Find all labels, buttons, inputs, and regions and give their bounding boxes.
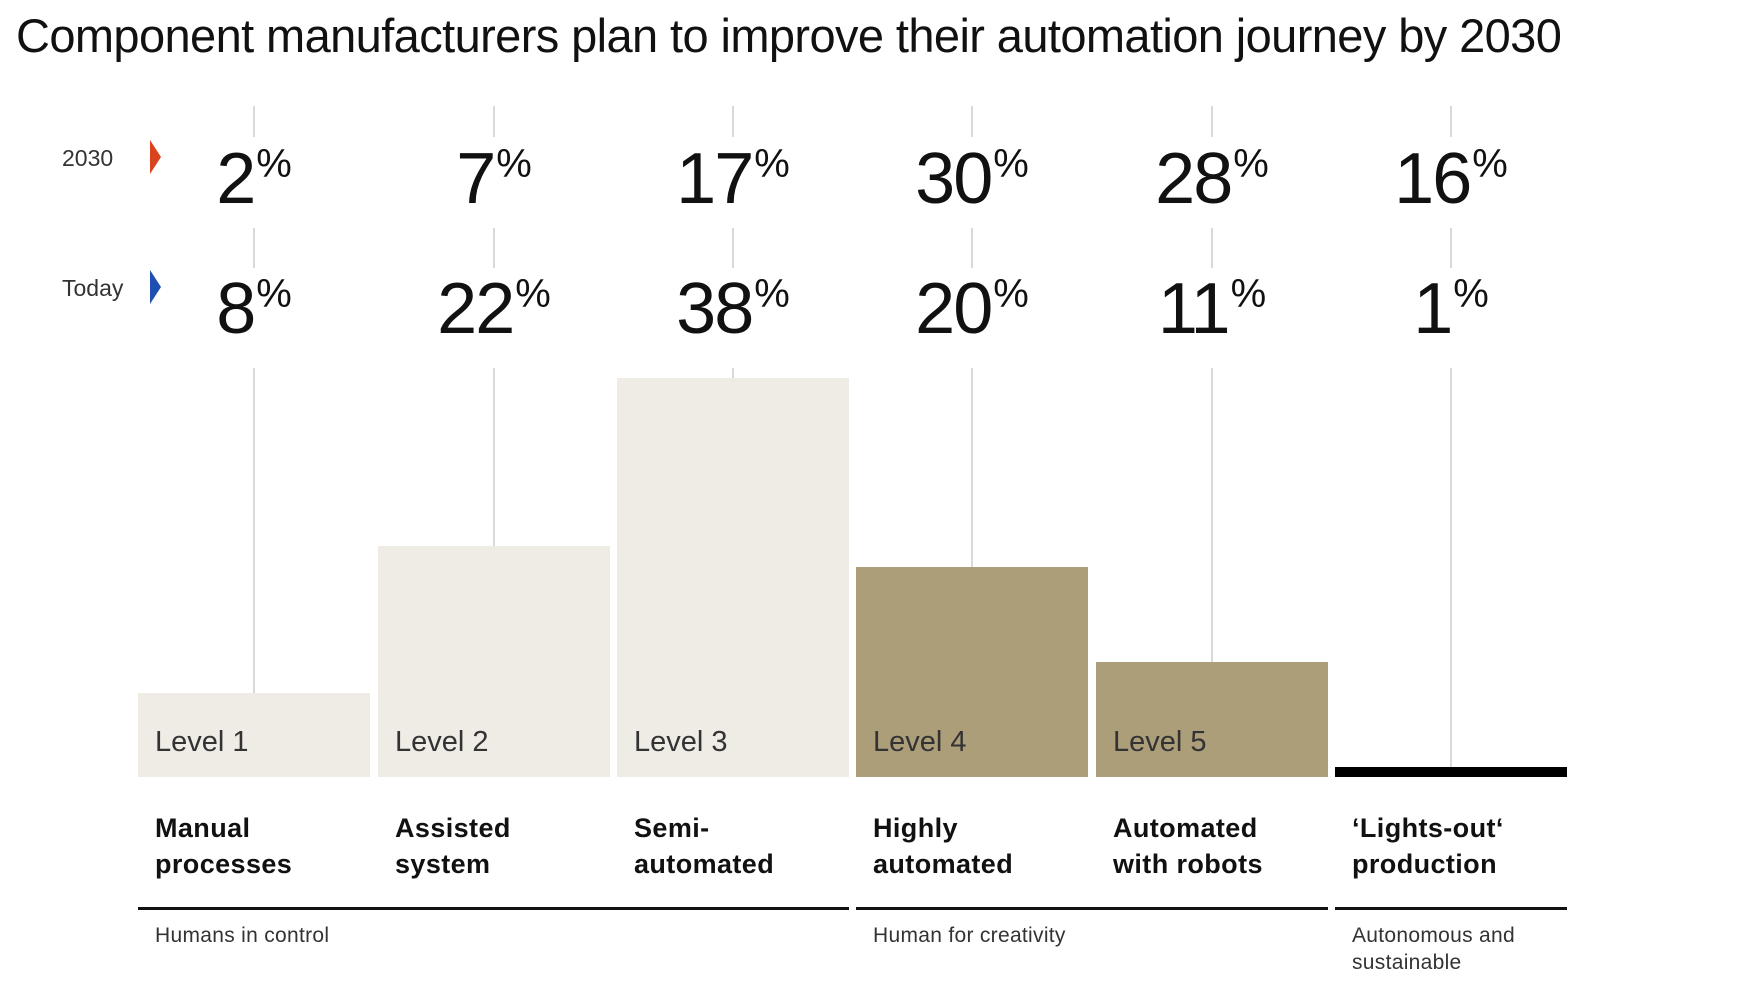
value-2030-number: 2 (216, 139, 256, 219)
connector-line (493, 228, 495, 268)
connector-line (1211, 228, 1213, 268)
percent-sign: % (754, 142, 790, 186)
connector-line (1450, 368, 1452, 767)
connector-line (1450, 106, 1452, 137)
connector-line (971, 228, 973, 268)
category-name: Semi- automated (634, 813, 775, 879)
value-2030-label: 28% (1092, 138, 1332, 220)
marker-2030-icon (150, 140, 161, 174)
percent-sign: % (256, 272, 292, 316)
value-2030-label: 16% (1331, 138, 1571, 220)
connector-line (971, 106, 973, 137)
category-name: Automated with robots (1113, 813, 1263, 879)
value-today-label: 11% (1092, 268, 1332, 350)
bar-level-6: Level 6 (1335, 726, 1567, 777)
connector-line (1450, 228, 1452, 268)
bar-level-label: Level 6 (1352, 726, 1446, 758)
percent-sign: % (256, 142, 292, 186)
value-2030-number: 16 (1394, 139, 1472, 219)
value-2030-number: 7 (456, 139, 496, 219)
connector-line (493, 106, 495, 137)
bar-level-label: Level 3 (634, 726, 728, 758)
connector-line (253, 368, 255, 693)
percent-sign: % (515, 272, 551, 316)
chart-title: Component manufacturers plan to improve … (16, 9, 1562, 62)
category-name: Manual processes (155, 813, 293, 879)
value-2030-number: 17 (676, 139, 754, 219)
value-today-number: 8 (216, 269, 256, 349)
value-2030-label: 2% (134, 138, 374, 220)
bar-level-4: Level 4 (856, 567, 1088, 777)
value-today-label: 1% (1331, 268, 1571, 350)
value-today-number: 1 (1413, 269, 1453, 349)
percent-sign: % (496, 142, 532, 186)
connector-line (253, 228, 255, 268)
bar-level-label: Level 1 (155, 726, 249, 758)
value-today-label: 22% (374, 268, 614, 350)
bar-level-2: Level 2 (378, 546, 610, 777)
bar-level-label: Level 2 (395, 726, 489, 758)
category-name: ‘Lights-out‘ production (1352, 813, 1504, 879)
bar-level-label: Level 5 (1113, 726, 1207, 758)
bar-level-5: Level 5 (1096, 661, 1328, 777)
row-label-today: Today (62, 275, 124, 301)
connector-line (493, 368, 495, 546)
value-2030-label: 17% (613, 138, 853, 220)
bar-level-label: Level 4 (873, 726, 967, 758)
percent-sign: % (993, 272, 1029, 316)
percent-sign: % (1233, 142, 1269, 186)
value-today-number: 20 (915, 269, 993, 349)
bar-level-3: Level 3 (617, 378, 849, 777)
percent-sign: % (1472, 142, 1508, 186)
percent-sign: % (993, 142, 1029, 186)
value-today-label: 8% (134, 268, 374, 350)
value-2030-label: 30% (852, 138, 1092, 220)
group-divider-line (138, 907, 849, 910)
connector-line (971, 368, 973, 567)
group-label: Human for creativity (873, 924, 1066, 947)
value-today-label: 38% (613, 268, 853, 350)
bar-level-1: Level 1 (138, 693, 370, 777)
connector-line (1211, 106, 1213, 137)
connector-line (732, 228, 734, 268)
connector-line (732, 106, 734, 137)
marker-today-icon (150, 270, 161, 304)
value-today-number: 11 (1157, 269, 1231, 349)
connector-line (253, 106, 255, 137)
percent-sign: % (754, 272, 790, 316)
connector-line (1211, 368, 1213, 662)
value-today-number: 38 (676, 269, 754, 349)
percent-sign: % (1453, 272, 1489, 316)
group-label: Autonomous and sustainable (1352, 924, 1515, 974)
category-name: Highly automated (873, 813, 1014, 879)
value-today-number: 22 (437, 269, 515, 349)
value-2030-number: 28 (1155, 139, 1233, 219)
percent-sign: % (1230, 272, 1267, 316)
connector-line (732, 368, 734, 378)
value-today-label: 20% (852, 268, 1092, 350)
category-name: Assisted system (395, 813, 511, 879)
group-divider-line (856, 907, 1328, 910)
group-divider-line (1335, 907, 1567, 910)
value-2030-number: 30 (915, 139, 993, 219)
row-label-2030: 2030 (62, 145, 114, 171)
value-2030-label: 7% (374, 138, 614, 220)
group-label: Humans in control (155, 924, 330, 947)
